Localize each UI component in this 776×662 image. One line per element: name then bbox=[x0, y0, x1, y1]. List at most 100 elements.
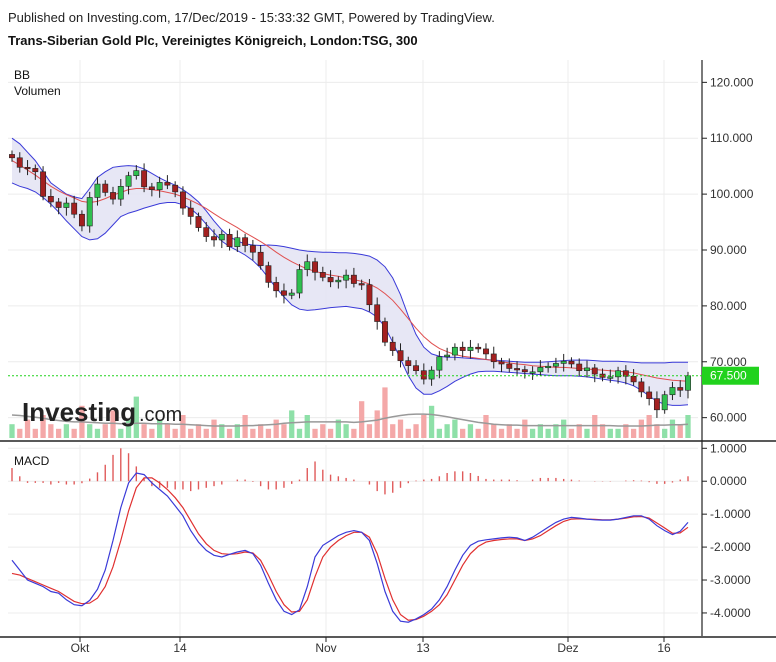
time-tick-label: Dez bbox=[557, 641, 578, 655]
volume-bar bbox=[265, 428, 272, 438]
volume-bar bbox=[646, 415, 652, 438]
candle-body bbox=[296, 269, 303, 294]
bollinger-bands bbox=[11, 137, 689, 406]
volume-bar bbox=[568, 428, 575, 438]
candle-body bbox=[615, 370, 622, 378]
candle-body bbox=[576, 363, 583, 372]
volume-bar bbox=[289, 410, 295, 438]
volume-bar bbox=[436, 428, 442, 438]
candle-body bbox=[537, 367, 544, 373]
grid-lines bbox=[8, 60, 698, 636]
candle-body bbox=[389, 341, 396, 351]
candle-body bbox=[506, 363, 513, 369]
candle-body bbox=[661, 394, 668, 411]
volume-bar bbox=[304, 415, 310, 438]
volume-bar bbox=[444, 424, 450, 438]
volume-bar bbox=[599, 424, 606, 438]
volume-bar bbox=[390, 424, 396, 438]
price-tick-label: 110.000 bbox=[710, 131, 753, 145]
volume-bar bbox=[522, 419, 528, 438]
candle-body bbox=[133, 170, 140, 176]
volume-bar bbox=[48, 424, 54, 438]
volume-bar bbox=[498, 428, 505, 438]
volume-bar bbox=[55, 428, 62, 438]
price-tick-label: 120.000 bbox=[710, 75, 754, 89]
candle-body bbox=[148, 186, 155, 190]
volume-bar bbox=[188, 428, 194, 438]
macd-tick-label: -4.0000 bbox=[710, 606, 751, 620]
volume-bar bbox=[156, 419, 163, 438]
volume-bar bbox=[118, 428, 124, 438]
candle-body bbox=[622, 370, 629, 377]
candle-body bbox=[110, 192, 116, 200]
candle-body bbox=[638, 381, 645, 393]
candle-body bbox=[413, 365, 419, 372]
candle-body bbox=[86, 197, 93, 227]
bb-indicator-label: BB bbox=[14, 68, 30, 82]
time-tick-label: 14 bbox=[173, 641, 187, 655]
volume-bar bbox=[615, 428, 621, 438]
volume-bar bbox=[529, 428, 536, 438]
volume-bar bbox=[63, 424, 70, 438]
candle-body bbox=[102, 183, 109, 193]
bb-fill bbox=[12, 138, 688, 406]
volume-bar bbox=[382, 387, 388, 438]
volume-bar bbox=[320, 424, 326, 438]
volume-bar bbox=[71, 428, 77, 438]
volume-bar bbox=[203, 428, 209, 438]
volume-ma-line bbox=[11, 413, 689, 427]
macd-tick-label: -1.0000 bbox=[710, 507, 751, 521]
candle-body bbox=[545, 365, 552, 369]
volume-bar bbox=[273, 419, 279, 438]
volume-bar bbox=[537, 424, 544, 438]
candle-body bbox=[78, 213, 85, 227]
candle-body bbox=[32, 168, 39, 173]
volume-bar bbox=[428, 405, 435, 438]
candle-body bbox=[71, 202, 78, 215]
volume-bar bbox=[506, 424, 512, 438]
logo-suffix: .com bbox=[139, 404, 182, 426]
candle-body bbox=[24, 166, 31, 170]
candle-body bbox=[343, 274, 350, 281]
volume-bar bbox=[359, 401, 365, 438]
time-tick-label: 16 bbox=[657, 641, 671, 655]
volume-bar bbox=[421, 415, 427, 438]
price-candles bbox=[9, 150, 691, 418]
volume-bar bbox=[592, 415, 598, 438]
candle-body bbox=[397, 350, 404, 361]
volume-bar bbox=[110, 410, 116, 438]
candle-body bbox=[405, 360, 412, 366]
volume-bar bbox=[9, 424, 15, 438]
volume-bar bbox=[685, 415, 691, 438]
volume-bar bbox=[149, 428, 155, 438]
volume-bar bbox=[32, 428, 38, 438]
last-price-tag bbox=[702, 366, 759, 385]
bb-lower-line bbox=[11, 182, 689, 406]
candle-body bbox=[653, 398, 660, 411]
candle-body bbox=[568, 360, 575, 365]
volume-bar bbox=[623, 424, 629, 438]
candle-body bbox=[249, 245, 256, 253]
macd-pane-label: MACD bbox=[14, 454, 50, 468]
volume-bar bbox=[654, 424, 660, 438]
candle-body bbox=[288, 292, 295, 296]
volume-bar bbox=[226, 428, 233, 438]
candle-body bbox=[319, 272, 326, 278]
candle-body bbox=[483, 348, 489, 355]
bb-middle-line bbox=[11, 160, 689, 382]
time-tick-label: Okt bbox=[71, 641, 90, 655]
price-tick-label: 60.000 bbox=[710, 411, 747, 425]
candle-body bbox=[459, 346, 466, 351]
volume-bars bbox=[9, 387, 691, 438]
volume-bar bbox=[514, 428, 520, 438]
volume-bar bbox=[397, 419, 404, 438]
macd-signal-line bbox=[11, 477, 689, 621]
candle-body bbox=[467, 346, 474, 351]
candle-body bbox=[187, 207, 194, 217]
macd-line bbox=[11, 472, 689, 623]
volume-bar bbox=[475, 428, 481, 438]
volume-bar bbox=[491, 424, 497, 438]
volume-bar bbox=[133, 396, 139, 438]
candle-body bbox=[607, 376, 614, 379]
